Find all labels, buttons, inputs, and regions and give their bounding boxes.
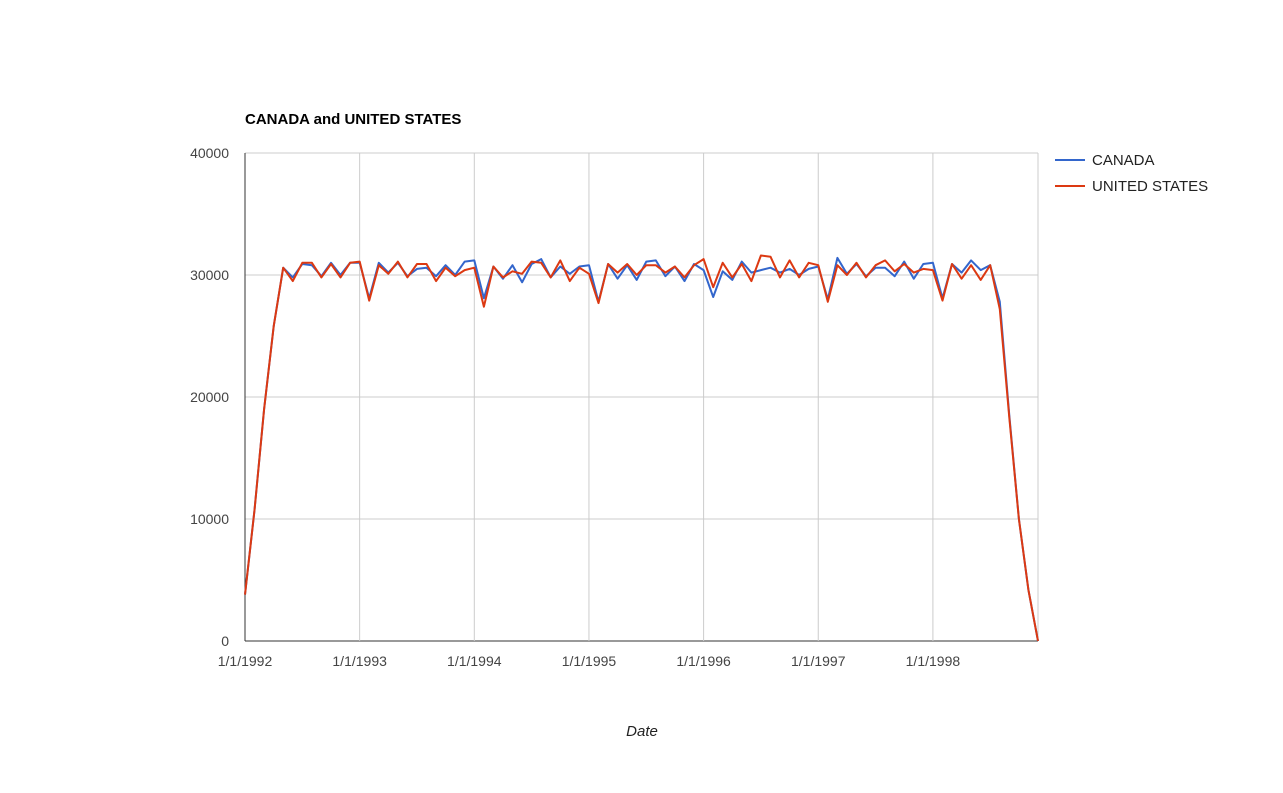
y-tick-label: 10000 bbox=[190, 511, 229, 527]
series-line-united-states bbox=[244, 254, 1039, 642]
x-tick-label: 1/1/1992 bbox=[218, 653, 273, 669]
y-tick-label: 20000 bbox=[190, 389, 229, 405]
series-lines bbox=[244, 254, 1039, 642]
y-tick-label: 30000 bbox=[190, 267, 229, 283]
series-line-canada bbox=[244, 256, 1039, 642]
x-tick-label: 1/1/1993 bbox=[332, 653, 387, 669]
y-tick-label: 0 bbox=[221, 633, 229, 649]
x-tick-label: 1/1/1996 bbox=[676, 653, 731, 669]
axis-tick-labels: 0 10000 20000 30000 40000 1/1/1992 1/1/1993 1/1… bbox=[190, 145, 960, 669]
legend: CANADA UNITED STATES bbox=[1055, 152, 1208, 195]
x-tick-label: 1/1/1997 bbox=[791, 653, 846, 669]
legend-label-united-states: UNITED STATES bbox=[1092, 178, 1208, 195]
legend-label-canada: CANADA bbox=[1092, 152, 1155, 169]
chart-title: CANADA and UNITED STATES bbox=[245, 111, 461, 128]
x-tick-label: 1/1/1995 bbox=[562, 653, 617, 669]
grid-lines bbox=[244, 152, 1039, 642]
x-axis-title: Date bbox=[626, 723, 658, 740]
x-tick-label: 1/1/1994 bbox=[447, 653, 502, 669]
x-tick-label: 1/1/1998 bbox=[906, 653, 961, 669]
y-tick-label: 40000 bbox=[190, 145, 229, 161]
